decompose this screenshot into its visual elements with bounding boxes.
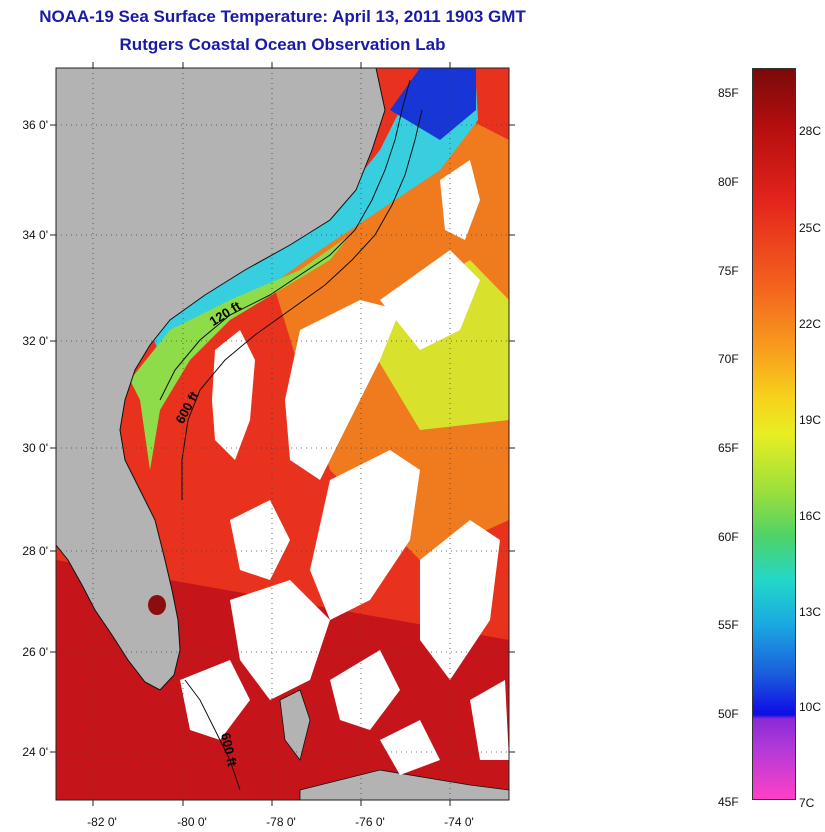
colorbar-f-label: 60F: [718, 530, 739, 544]
yellow-band: [360, 260, 509, 430]
map-frame: [55, 67, 510, 801]
lat-label: 30 0': [22, 441, 48, 455]
land-mainland: [55, 67, 386, 691]
lon-label: -76 0': [355, 815, 385, 829]
lon-label: -82 0': [87, 815, 117, 829]
lat-label: 36 0': [22, 118, 48, 132]
colorbar-f-label: 50F: [718, 707, 739, 721]
map-title: NOAA-19 Sea Surface Temperature: April 1…: [39, 7, 526, 26]
lat-label: 34 0': [22, 228, 48, 242]
colorbar-c-label: 7C: [799, 796, 815, 810]
colorbar-c-label: 25C: [799, 221, 822, 235]
colorbar-f-label: 65F: [718, 441, 739, 455]
lat-label: 24 0': [22, 745, 48, 759]
lake-okeechobee: [148, 595, 166, 615]
colorbar-f-label: 55F: [718, 618, 739, 632]
colorbar-f-label: 85F: [718, 86, 739, 100]
lon-label: -74 0': [444, 815, 474, 829]
colorbar-c-label: 19C: [799, 413, 822, 427]
grid-lines: [56, 68, 509, 800]
contour-120ft: [159, 79, 411, 401]
land-bahamas: [279, 689, 311, 761]
lon-label: -80 0': [177, 815, 207, 829]
colorbar-c-label: 10C: [799, 700, 822, 714]
green-shelf: [130, 235, 350, 470]
lon-label: -78 0': [266, 815, 296, 829]
contour-600ft: [181, 109, 423, 500]
tick-marks: [50, 62, 515, 806]
colorbar-c-label: 22C: [799, 317, 822, 331]
colorbar-f-label: 80F: [718, 175, 739, 189]
lat-label: 26 0': [22, 645, 48, 659]
lat-label: 32 0': [22, 334, 48, 348]
cold-shelf-far-north: [390, 68, 476, 140]
colorbar-c-label: 16C: [799, 509, 822, 523]
lat-label: 28 0': [22, 544, 48, 558]
colorbar-f-label: 75F: [718, 264, 739, 278]
map-subtitle: Rutgers Coastal Ocean Observation Lab: [119, 35, 446, 54]
contour-600ft-south: [184, 679, 241, 791]
colorbar-f-label: 70F: [718, 352, 739, 366]
colorbar-c-label: 13C: [799, 605, 822, 619]
colorbar-f-label: 45F: [718, 795, 739, 809]
temperature-colorbar: [752, 68, 796, 800]
colorbar-c-label: 28C: [799, 124, 822, 138]
